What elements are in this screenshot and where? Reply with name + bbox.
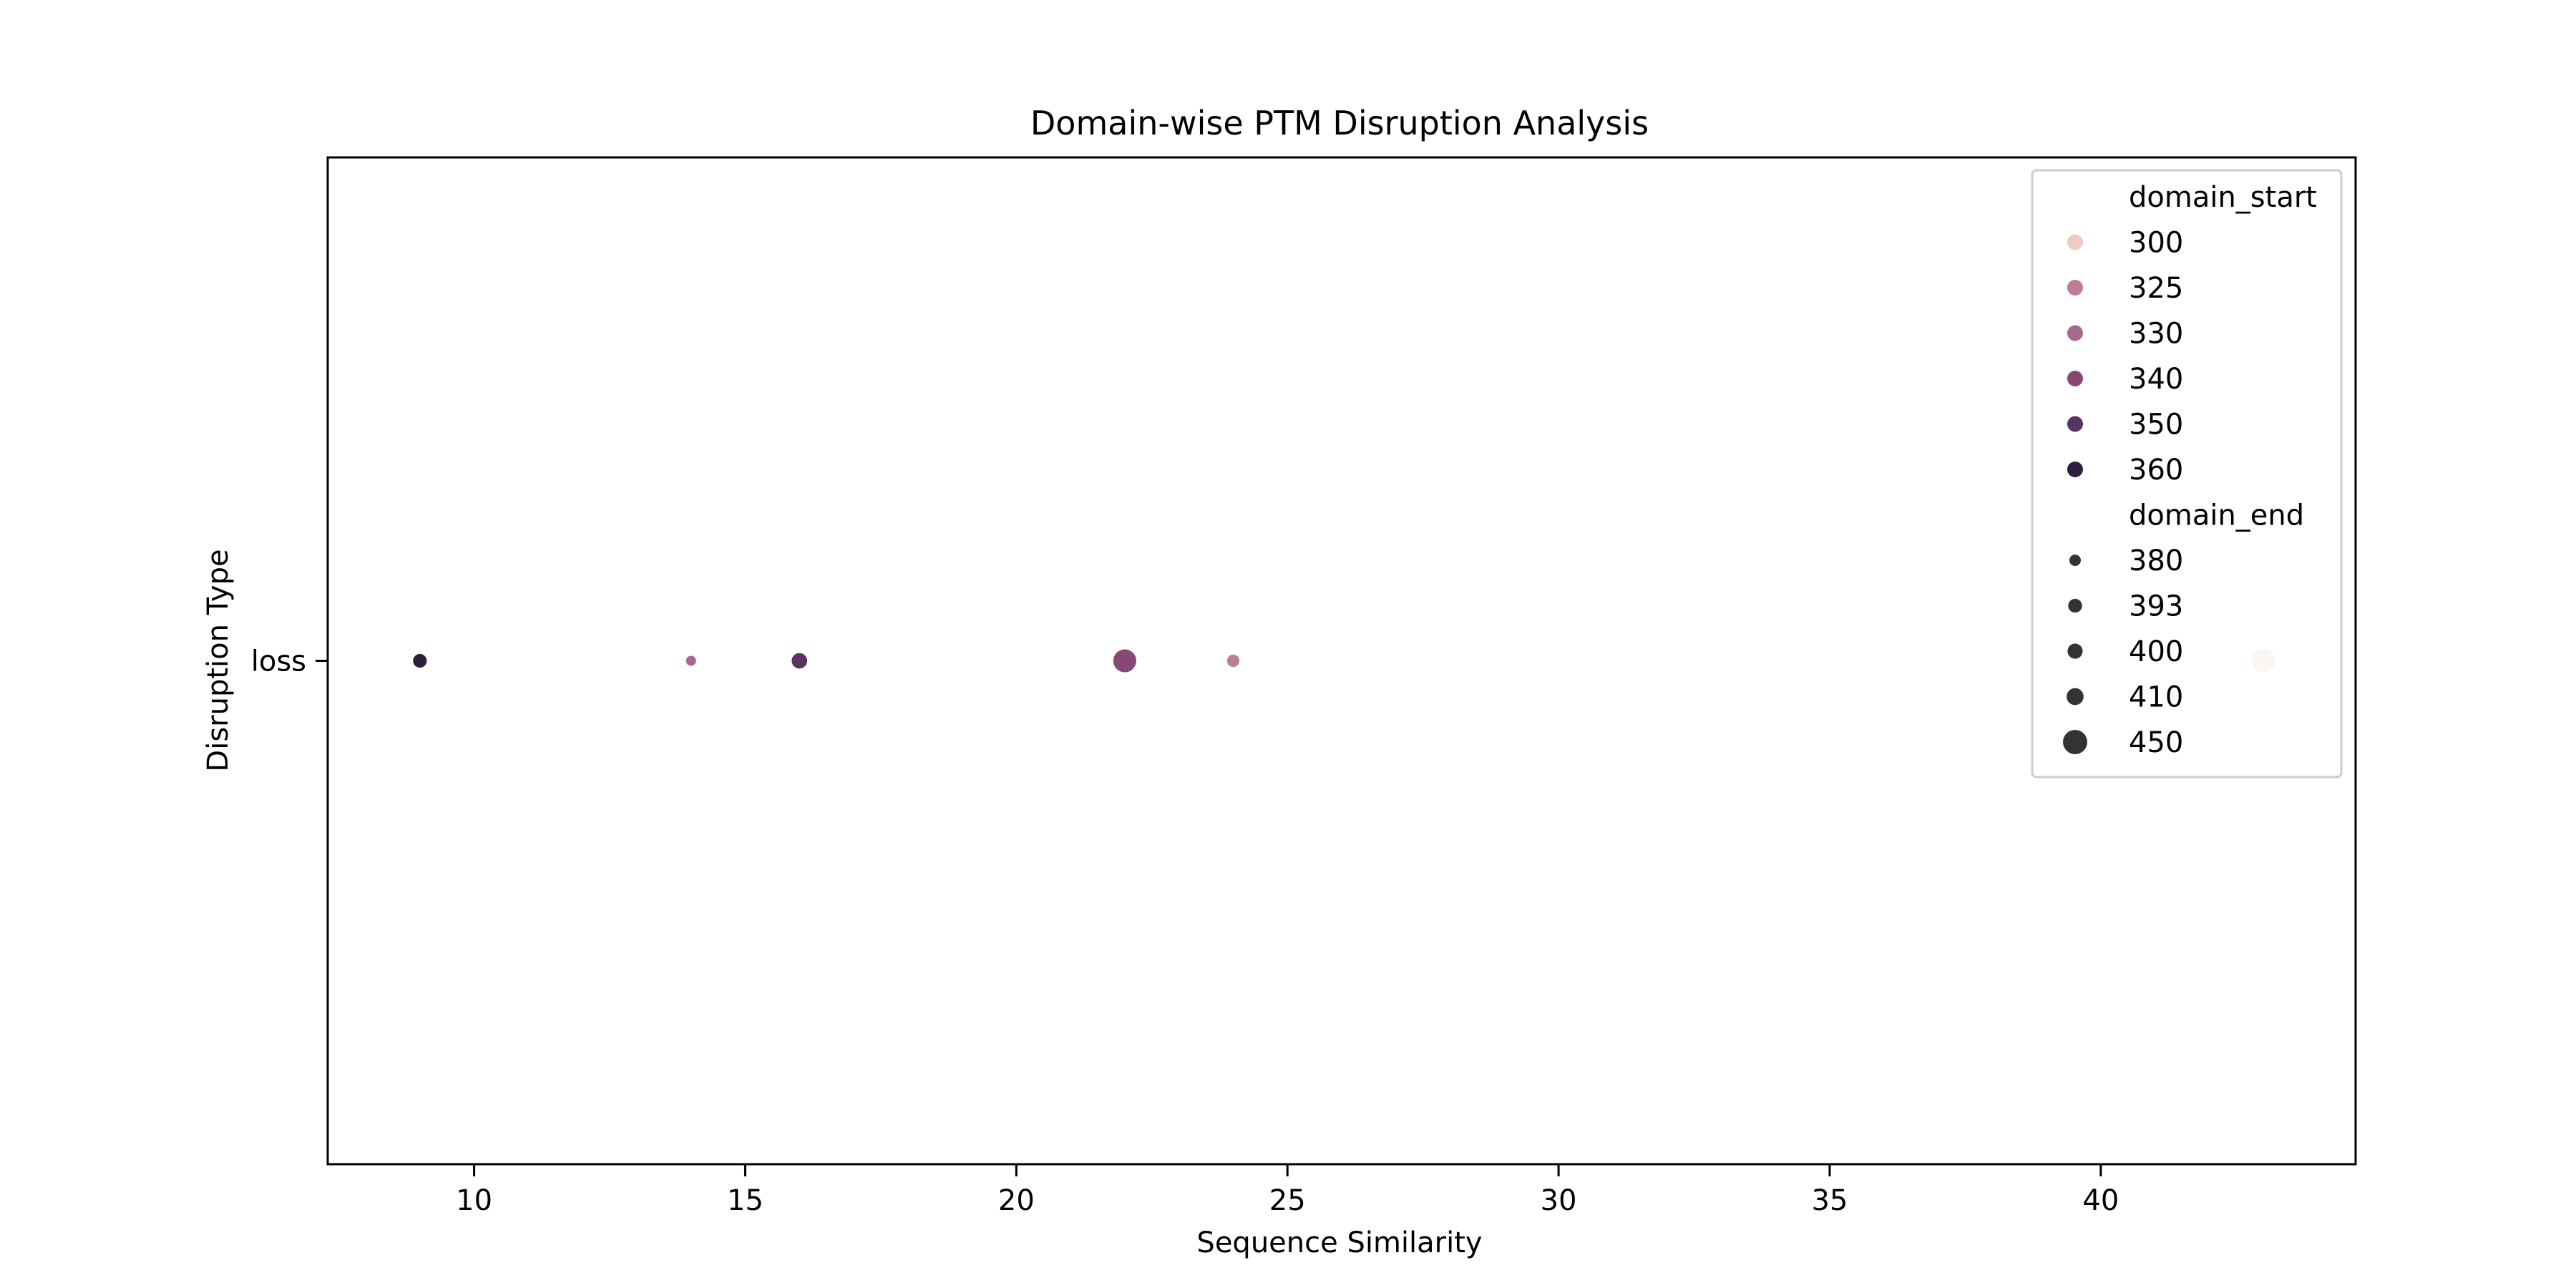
legend-size-title: domain_end xyxy=(2129,499,2304,532)
x-axis-label: Sequence Similarity xyxy=(1196,1226,1482,1259)
legend-size-label: 450 xyxy=(2129,726,2183,759)
x-tick-label: 30 xyxy=(1541,1184,1577,1217)
legend-color-marker xyxy=(2067,416,2083,432)
x-tick-label: 20 xyxy=(998,1184,1035,1217)
chart-title: Domain-wise PTM Disruption Analysis xyxy=(1030,104,1649,142)
legend-size-marker xyxy=(2068,598,2082,613)
legend-size-label: 393 xyxy=(2129,590,2183,623)
data-point xyxy=(790,651,809,670)
legend-color-marker xyxy=(2067,234,2083,250)
legend-color-marker xyxy=(2067,280,2083,296)
legend-size-label: 380 xyxy=(2129,545,2183,577)
data-point xyxy=(1111,648,1138,674)
legend-size-marker xyxy=(2067,688,2084,706)
data-point xyxy=(684,654,698,668)
x-tick-label: 15 xyxy=(727,1184,763,1217)
data-point xyxy=(411,652,429,670)
x-axis: 10 15 20 25 30 35 40 xyxy=(456,1164,2119,1217)
legend-frame xyxy=(2031,169,2343,779)
x-tick-label: 35 xyxy=(1812,1184,1848,1217)
legend-size-marker xyxy=(2067,643,2083,659)
legend-size-marker xyxy=(2069,555,2081,566)
legend-color-marker xyxy=(2067,325,2083,341)
y-axis-label: Disruption Type xyxy=(202,549,235,771)
legend-hue-title: domain_start xyxy=(2129,181,2317,214)
legend-hue-label: 350 xyxy=(2129,409,2183,441)
legend-hue-label: 325 xyxy=(2129,272,2183,305)
legend-hue-label: 300 xyxy=(2129,227,2183,260)
y-axis: loss xyxy=(251,645,328,678)
legend-size-label: 400 xyxy=(2129,635,2183,668)
data-point xyxy=(1225,653,1241,669)
legend: domain_start 300 325 330 340 350 360 domain_end… xyxy=(2031,169,2343,779)
legend-hue-label: 330 xyxy=(2129,318,2183,351)
x-tick-label: 10 xyxy=(456,1184,492,1217)
legend-size-marker xyxy=(2063,730,2087,754)
x-tick-label: 25 xyxy=(1269,1184,1306,1217)
y-tick-label: loss xyxy=(251,645,306,678)
legend-hue-label: 360 xyxy=(2129,454,2183,487)
legend-color-marker xyxy=(2067,371,2083,386)
x-tick-label: 40 xyxy=(2082,1184,2119,1217)
legend-color-marker xyxy=(2067,462,2083,477)
legend-hue-label: 340 xyxy=(2129,363,2183,396)
legend-size-label: 410 xyxy=(2129,681,2183,714)
